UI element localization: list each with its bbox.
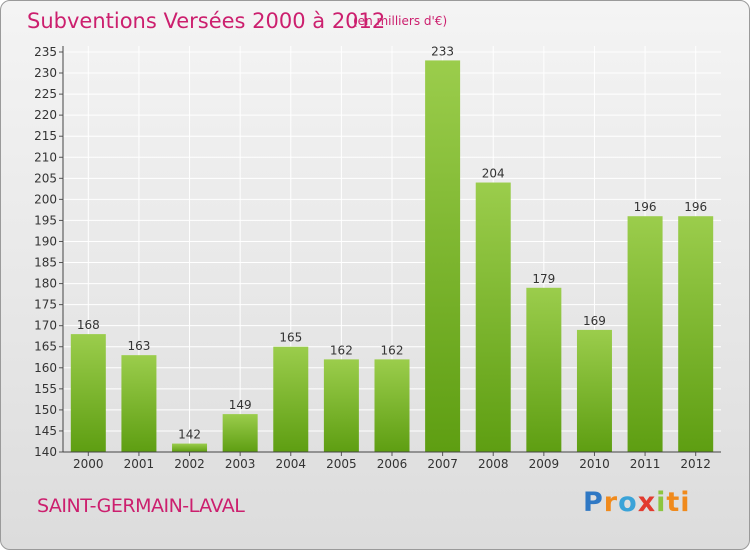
xtick-label-2002: 2002 <box>174 457 205 471</box>
xtick-label-2003: 2003 <box>225 457 256 471</box>
ytick-label-185: 185 <box>34 256 57 270</box>
bar-2001 <box>121 355 157 452</box>
ytick-label-215: 215 <box>34 129 57 143</box>
value-label-2007: 233 <box>431 44 454 58</box>
ytick-label-235: 235 <box>34 45 57 59</box>
ytick-label-170: 170 <box>34 319 57 333</box>
ytick-label-210: 210 <box>34 150 57 164</box>
commune-name: SAINT-GERMAIN-LAVAL <box>37 495 245 517</box>
value-label-2002: 142 <box>178 428 201 442</box>
ytick-label-190: 190 <box>34 234 57 248</box>
xtick-label-2000: 2000 <box>73 457 104 471</box>
bar-2003 <box>222 414 258 452</box>
value-label-2011: 196 <box>634 200 657 214</box>
chart-title: Subventions Versées 2000 à 2012 <box>27 9 386 33</box>
value-label-2005: 162 <box>330 343 353 357</box>
ytick-label-230: 230 <box>34 66 57 80</box>
xtick-label-2010: 2010 <box>579 457 610 471</box>
axes <box>59 46 721 456</box>
bar-2006 <box>374 359 410 452</box>
value-label-2006: 162 <box>381 343 404 357</box>
value-label-2000: 168 <box>77 318 100 332</box>
ytick-label-205: 205 <box>34 171 57 185</box>
ytick-label-175: 175 <box>34 298 57 312</box>
chart-subtitle: (en milliers d'€) <box>353 14 448 28</box>
ytick-label-160: 160 <box>34 361 57 375</box>
ytick-label-150: 150 <box>34 403 57 417</box>
labels: 1401451501551601651701751801851901952002… <box>34 44 711 471</box>
xtick-label-2008: 2008 <box>478 457 509 471</box>
bar-2011 <box>627 216 663 452</box>
ytick-label-155: 155 <box>34 382 57 396</box>
xtick-label-2006: 2006 <box>377 457 408 471</box>
bar-2005 <box>323 359 359 452</box>
ytick-label-195: 195 <box>34 213 57 227</box>
bar-2007 <box>425 60 461 452</box>
ytick-label-180: 180 <box>34 277 57 291</box>
xtick-label-2007: 2007 <box>427 457 458 471</box>
ytick-label-200: 200 <box>34 192 57 206</box>
xtick-label-2001: 2001 <box>124 457 155 471</box>
bar-2008 <box>475 182 511 453</box>
xtick-label-2005: 2005 <box>326 457 357 471</box>
xtick-label-2009: 2009 <box>529 457 560 471</box>
bar-2010 <box>576 329 612 452</box>
xtick-label-2011: 2011 <box>630 457 661 471</box>
ytick-label-140: 140 <box>34 445 57 459</box>
value-label-2003: 149 <box>229 398 252 412</box>
bar-2012 <box>678 216 714 452</box>
bar-2009 <box>526 287 562 452</box>
xtick-label-2004: 2004 <box>275 457 306 471</box>
value-label-2008: 204 <box>482 167 505 181</box>
value-label-2004: 165 <box>279 331 302 345</box>
bar-2000 <box>70 334 106 452</box>
value-label-2012: 196 <box>684 200 707 214</box>
bars <box>70 60 714 453</box>
value-label-2009: 179 <box>532 272 555 286</box>
ytick-label-145: 145 <box>34 424 57 438</box>
ytick-label-220: 220 <box>34 108 57 122</box>
value-label-2001: 163 <box>127 339 150 353</box>
bar-2004 <box>273 346 309 452</box>
ytick-label-225: 225 <box>34 87 57 101</box>
ytick-label-165: 165 <box>34 340 57 354</box>
proxiti-logo: Proxiti <box>583 487 691 518</box>
value-label-2010: 169 <box>583 314 606 328</box>
bar-2002 <box>172 443 208 452</box>
xtick-label-2012: 2012 <box>680 457 711 471</box>
